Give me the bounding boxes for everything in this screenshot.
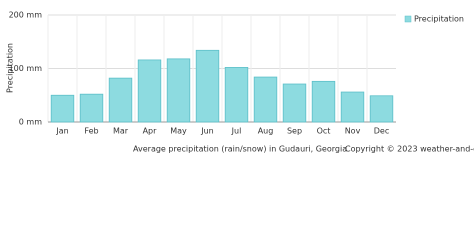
bar [282, 83, 307, 123]
legend-label: Precipitation [414, 15, 464, 24]
x-tick-label: Dec [374, 127, 389, 136]
x-tick-label: Sep [287, 127, 302, 136]
chart: Precipitation Average precipitation (rai… [6, 11, 474, 154]
x-tick-label: Nov [345, 127, 361, 136]
y-tick-label: 100 mm [9, 64, 43, 73]
bar [253, 76, 278, 123]
x-tick-label: Aug [258, 127, 274, 136]
source: Copyright © 2023 weather-and-climate.com [345, 145, 474, 154]
bar [137, 59, 162, 123]
y-tick-label: 200 mm [9, 11, 43, 20]
x-tick-label: Oct [317, 127, 331, 136]
bar [369, 95, 394, 123]
bar [195, 49, 220, 123]
bar [311, 80, 336, 123]
bar [340, 91, 365, 123]
bar [79, 93, 104, 123]
x-tick-label: Feb [84, 127, 98, 136]
bar [166, 58, 191, 123]
x-tick-label: May [170, 127, 187, 136]
x-tick-label: Jul [231, 127, 242, 136]
x-tick-label: Apr [143, 127, 158, 136]
y-tick-label: 0 mm [19, 118, 42, 127]
legend-swatch [404, 15, 412, 23]
bar [50, 94, 75, 123]
bar [224, 67, 249, 123]
x-tick-label: Mar [113, 127, 129, 136]
y-axis-title: Precipitation [6, 43, 15, 93]
x-tick-label: Jun [200, 127, 214, 136]
bar [108, 77, 133, 123]
chart-title: Average precipitation (rain/snow) in Gud… [133, 145, 347, 154]
x-tick-label: Jan [55, 127, 68, 136]
